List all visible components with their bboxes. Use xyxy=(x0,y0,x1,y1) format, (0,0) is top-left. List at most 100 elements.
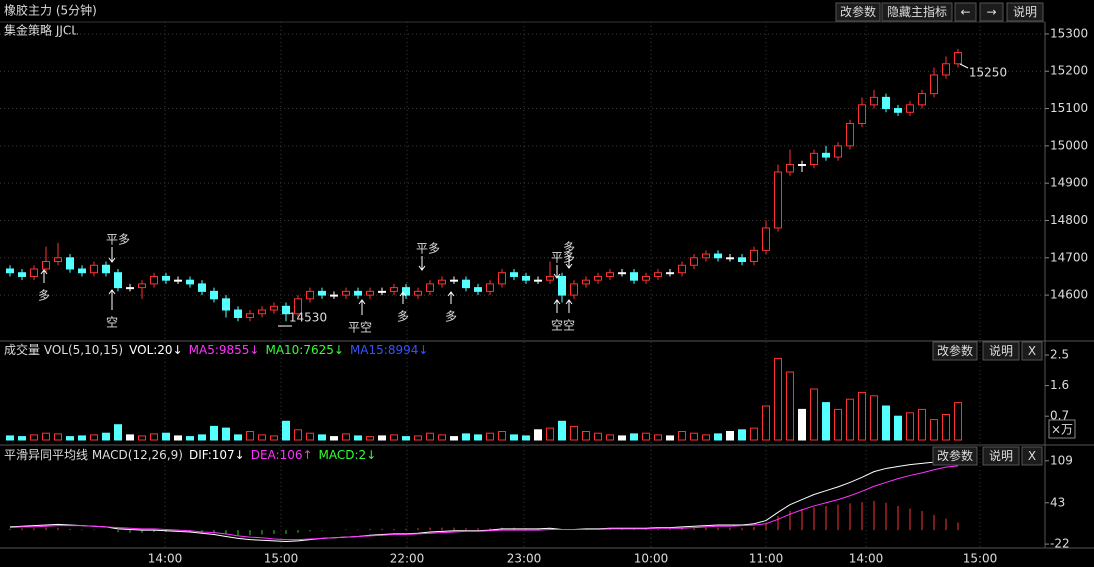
volume-bar xyxy=(210,425,218,441)
candle-body xyxy=(618,272,626,275)
button[interactable]: → xyxy=(979,2,1004,22)
volume-bar xyxy=(114,424,122,441)
indicator: MA5:9855↓ xyxy=(189,343,260,357)
button-label[interactable]: X xyxy=(1028,449,1036,463)
signal-label: 多 xyxy=(445,310,457,324)
volume-bar xyxy=(486,432,494,441)
candle-body xyxy=(318,290,326,296)
candle-body xyxy=(654,272,662,277)
signal-arrow-head xyxy=(565,299,573,305)
candle-body xyxy=(750,249,758,263)
volume-bar xyxy=(306,432,314,441)
candle-body xyxy=(186,279,194,285)
signal-arrow-head xyxy=(553,273,561,279)
candle-body xyxy=(798,164,806,167)
button[interactable]: 改参数 xyxy=(932,341,978,361)
candle-body xyxy=(474,287,482,292)
button-label[interactable]: X xyxy=(1028,344,1036,358)
button-label[interactable]: 说明 xyxy=(989,343,1013,358)
button-label[interactable]: 说明 xyxy=(1013,4,1037,19)
signal-label: 平多 xyxy=(416,242,440,256)
button-bg[interactable] xyxy=(954,2,977,22)
candle-body xyxy=(558,275,566,296)
volume-bar xyxy=(174,435,182,441)
volume-bar xyxy=(234,434,242,441)
y-tick-label: 14900 xyxy=(1050,176,1088,190)
button-bg[interactable] xyxy=(932,341,978,361)
candle-body xyxy=(342,290,350,296)
button[interactable]: 说明 xyxy=(982,446,1020,466)
x-tick-label: 23:00 xyxy=(507,552,542,566)
candle-body xyxy=(306,290,314,300)
button-label[interactable]: 改参数 xyxy=(937,448,973,463)
volume-bar xyxy=(570,425,578,441)
volume-bar xyxy=(822,402,830,441)
volume-bar xyxy=(678,431,686,441)
candle-body xyxy=(42,261,50,270)
y-tick-label: 14800 xyxy=(1050,213,1088,227)
button-bg[interactable] xyxy=(881,2,953,22)
volume-bar xyxy=(774,357,782,441)
y-tick-label: 14700 xyxy=(1050,250,1088,264)
candle-body xyxy=(162,275,170,281)
button-label[interactable]: 隐藏主指标 xyxy=(887,4,947,19)
button-bg[interactable] xyxy=(982,446,1020,466)
button-label[interactable]: → xyxy=(986,5,996,19)
button-label[interactable]: ← xyxy=(960,5,970,19)
x-tick-label: 14:00 xyxy=(849,552,884,566)
volume-bar xyxy=(894,415,902,441)
button[interactable]: 改参数 xyxy=(835,2,881,22)
candle-body xyxy=(102,264,110,274)
button-label[interactable]: 改参数 xyxy=(937,343,973,358)
x-tick-label: 10:00 xyxy=(634,552,669,566)
button-bg[interactable] xyxy=(835,2,881,22)
volume-bar xyxy=(18,436,26,441)
volume-bar xyxy=(462,433,470,441)
y-tick-label: 15200 xyxy=(1050,64,1088,78)
y-tick-label: 14600 xyxy=(1050,288,1088,302)
signal-arrow-head xyxy=(108,257,116,263)
signal-label: 14530 xyxy=(289,311,327,325)
volume-bar xyxy=(378,435,386,441)
candle-body xyxy=(858,104,866,124)
button[interactable]: X xyxy=(1021,446,1043,466)
button-bg[interactable] xyxy=(1021,341,1043,361)
volume-bar xyxy=(810,388,818,441)
volume-bar xyxy=(30,434,38,441)
candle-body xyxy=(330,294,338,297)
button-bg[interactable] xyxy=(979,2,1004,22)
button[interactable]: 说明 xyxy=(1006,2,1044,22)
volume-bar xyxy=(426,432,434,441)
button-label[interactable]: 改参数 xyxy=(840,4,876,19)
volume-bar xyxy=(498,431,506,441)
volume-bar xyxy=(582,431,590,441)
volume-bar xyxy=(474,434,482,441)
button-bg[interactable] xyxy=(1021,446,1043,466)
candle-body xyxy=(642,275,650,281)
volume-bar xyxy=(918,408,926,441)
button[interactable]: X xyxy=(1021,341,1043,361)
candle-body xyxy=(834,145,842,158)
dea-line xyxy=(9,465,959,541)
candle-body xyxy=(714,253,722,259)
candle-body xyxy=(402,287,410,296)
button[interactable]: 说明 xyxy=(982,341,1020,361)
volume-bar xyxy=(690,432,698,441)
y-tick-label: 15000 xyxy=(1050,138,1088,152)
candle-body xyxy=(522,275,530,281)
candle-body xyxy=(438,279,446,285)
panel-header: 成交量 VOL(5,10,15) VOL:20↓ MA5:9855↓ MA10:762… xyxy=(4,342,428,357)
button-bg[interactable] xyxy=(982,341,1020,361)
button[interactable]: ← xyxy=(954,2,977,22)
candle-body xyxy=(510,272,518,277)
volume-bar xyxy=(870,395,878,441)
button-bg[interactable] xyxy=(1006,2,1044,22)
button-label[interactable]: 说明 xyxy=(989,448,1013,463)
button-bg[interactable] xyxy=(932,446,978,466)
panel-title: 平滑异同平均线 MACD(12,26,9) xyxy=(4,448,183,462)
button[interactable]: 改参数 xyxy=(932,446,978,466)
dif-line xyxy=(9,461,958,543)
button[interactable]: 隐藏主指标 xyxy=(881,2,953,22)
candle-body xyxy=(666,272,674,275)
